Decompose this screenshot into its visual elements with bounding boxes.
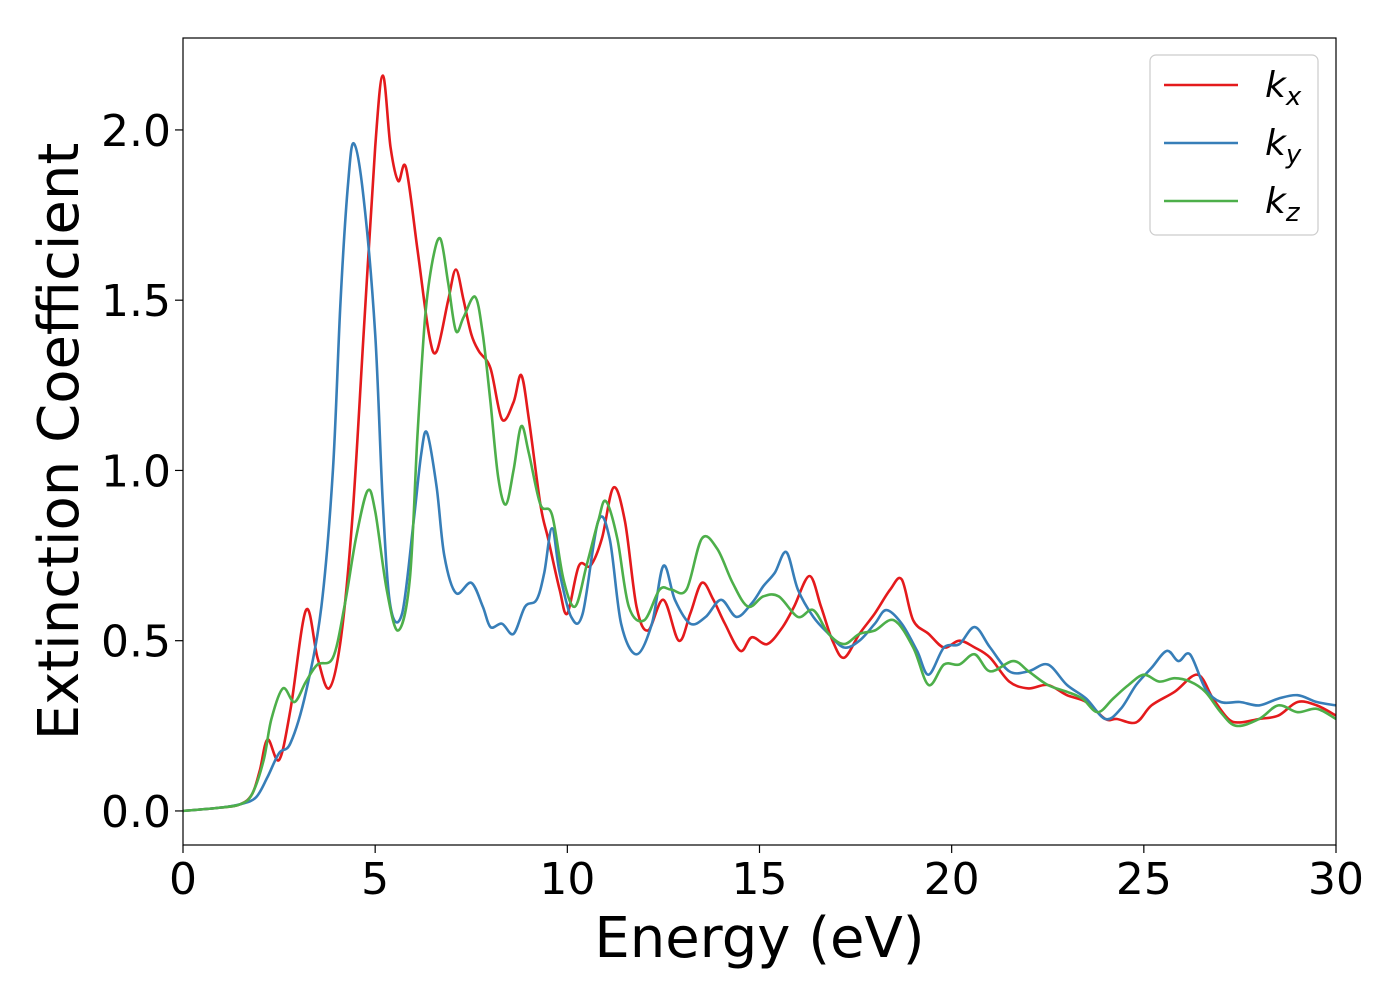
series-line-y <box>183 142 1336 813</box>
x-axis-label: Energy (eV) <box>594 906 924 971</box>
x-tick-label: 20 <box>924 854 980 905</box>
x-axis-ticks: 0 5 10 15 20 25 30 <box>169 845 1364 905</box>
legend-label-z: kz <box>1265 181 1301 228</box>
x-tick-label: 15 <box>732 854 788 905</box>
series-layer <box>183 74 1336 813</box>
x-tick-label: 30 <box>1308 854 1364 905</box>
y-tick-label: 1.5 <box>101 276 171 327</box>
legend: kx ky kz <box>1149 54 1319 236</box>
series-line-x <box>183 74 1336 813</box>
x-tick-label: 25 <box>1116 854 1172 905</box>
y-tick-label: 1.0 <box>101 446 171 497</box>
legend-label-y: ky <box>1265 123 1302 170</box>
x-tick-label: 5 <box>361 854 389 905</box>
y-tick-label: 0.0 <box>101 787 171 838</box>
y-tick-label: 2.0 <box>101 106 171 157</box>
y-axis-ticks: 0.0 0.5 1.0 1.5 2.0 <box>101 106 183 838</box>
y-axis-label: Extinction Coefficient <box>27 143 92 741</box>
y-tick-label: 0.5 <box>101 617 171 668</box>
series-line-z <box>183 236 1336 813</box>
x-tick-label: 10 <box>539 854 595 905</box>
legend-box <box>1149 54 1319 236</box>
legend-label-x: kx <box>1265 65 1302 112</box>
x-tick-label: 0 <box>169 854 197 905</box>
